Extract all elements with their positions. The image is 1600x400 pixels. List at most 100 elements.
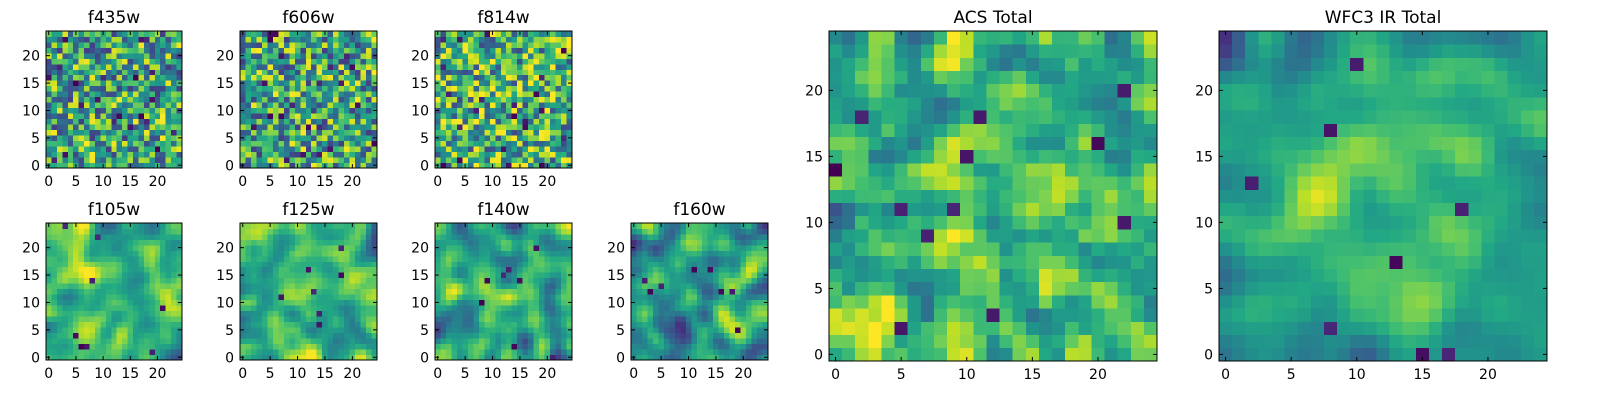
heatmap-cell [550, 85, 556, 92]
heatmap-cell [555, 272, 562, 279]
heatmap-cell [133, 63, 139, 70]
heatmap-cell [73, 305, 80, 312]
heatmap-cell [555, 228, 562, 235]
heatmap-cell [311, 146, 318, 152]
heatmap-cell [445, 52, 452, 59]
heatmap-cell [316, 327, 323, 333]
heatmap-cell [176, 96, 183, 103]
heatmap-cell [868, 149, 882, 164]
heatmap-cell [522, 113, 529, 120]
heatmap-cell [111, 316, 118, 323]
heatmap-cell [445, 354, 452, 361]
heatmap-cell [62, 250, 69, 257]
heatmap-cell [344, 349, 350, 355]
heatmap-cell [149, 74, 156, 81]
heatmap-cell [154, 124, 161, 131]
heatmap-cell [149, 41, 156, 48]
heatmap-cell [451, 157, 458, 163]
heatmap-cell [456, 91, 463, 98]
heatmap-cell [338, 102, 345, 109]
heatmap-cell [261, 102, 268, 109]
heatmap-cell [160, 113, 167, 120]
heatmap-cell [360, 151, 367, 158]
heatmap-cell [127, 277, 134, 284]
heatmap-cell [561, 255, 567, 262]
heatmap-cell [333, 338, 340, 344]
heatmap-cell [517, 283, 524, 290]
heatmap-cell [539, 239, 545, 246]
heatmap-cell [349, 113, 356, 120]
heatmap-cell [327, 332, 334, 339]
y-tick-label: 20 [22, 49, 40, 65]
heatmap-cell [176, 332, 183, 339]
heatmap-cell [511, 80, 518, 87]
heatmap-cell [256, 102, 263, 109]
heatmap-cell [506, 151, 513, 158]
heatmap-cell [495, 85, 502, 92]
heatmap-cell [371, 129, 378, 136]
heatmap-cell [920, 215, 935, 230]
heatmap-cell [94, 283, 101, 290]
heatmap-cell [89, 31, 96, 37]
heatmap-cell [261, 85, 268, 92]
heatmap-cell [322, 140, 329, 147]
heatmap-cell [51, 52, 58, 59]
heatmap-cell [729, 283, 736, 290]
heatmap-cell [51, 266, 58, 273]
heatmap-cell [245, 244, 252, 251]
heatmap-cell [89, 283, 96, 290]
heatmap-cell [500, 266, 507, 273]
heatmap-cell [528, 316, 535, 323]
heatmap-cell [740, 272, 747, 279]
heatmap-cell [467, 283, 474, 290]
heatmap-cell [451, 327, 458, 333]
heatmap-cell [462, 310, 469, 317]
heatmap-cell [631, 338, 637, 344]
heatmap-cell [566, 151, 573, 158]
heatmap-cell [94, 107, 101, 114]
heatmap-cell [729, 354, 736, 361]
heatmap-cell [371, 261, 378, 268]
heatmap-cell [462, 135, 469, 141]
heatmap-cell [94, 140, 101, 147]
heatmap-cell [658, 261, 665, 268]
heatmap-cell [89, 80, 96, 87]
heatmap-cell [355, 63, 361, 70]
heatmap-cell [746, 338, 752, 344]
heatmap-cell [122, 80, 128, 87]
heatmap-cell [105, 272, 112, 279]
heatmap-cell [999, 347, 1014, 362]
heatmap-cell [360, 41, 367, 48]
heatmap-cell [160, 277, 167, 284]
heatmap-cell [160, 151, 167, 158]
heatmap-cell [46, 118, 52, 125]
heatmap-cell [652, 332, 659, 339]
heatmap-cell [333, 305, 340, 312]
heatmap-cell [366, 354, 372, 361]
heatmap-cell [696, 354, 703, 361]
heatmap-cell [245, 327, 252, 333]
heatmap-cell [544, 244, 551, 251]
heatmap-cell [245, 63, 252, 70]
panel-title: f160w [673, 200, 725, 220]
heatmap-cell [149, 47, 156, 54]
heatmap-cell [718, 299, 725, 306]
heatmap-cell [305, 294, 312, 301]
heatmap-cell [62, 52, 69, 59]
heatmap-cell [652, 354, 659, 361]
heatmap-cell [94, 31, 101, 37]
heatmap-cell [322, 80, 329, 87]
heatmap-cell [511, 223, 518, 229]
heatmap-cell [160, 294, 167, 301]
heatmap-cell [960, 268, 974, 283]
heatmap-cell [245, 338, 252, 344]
heatmap-cell [517, 129, 524, 136]
heatmap-cell [160, 266, 167, 273]
heatmap-cell [561, 250, 567, 257]
heatmap-cell [366, 52, 372, 59]
heatmap-cell [316, 233, 323, 240]
heatmap-cell [67, 299, 74, 306]
heatmap-cell [67, 107, 74, 114]
heatmap-cell [78, 96, 85, 103]
